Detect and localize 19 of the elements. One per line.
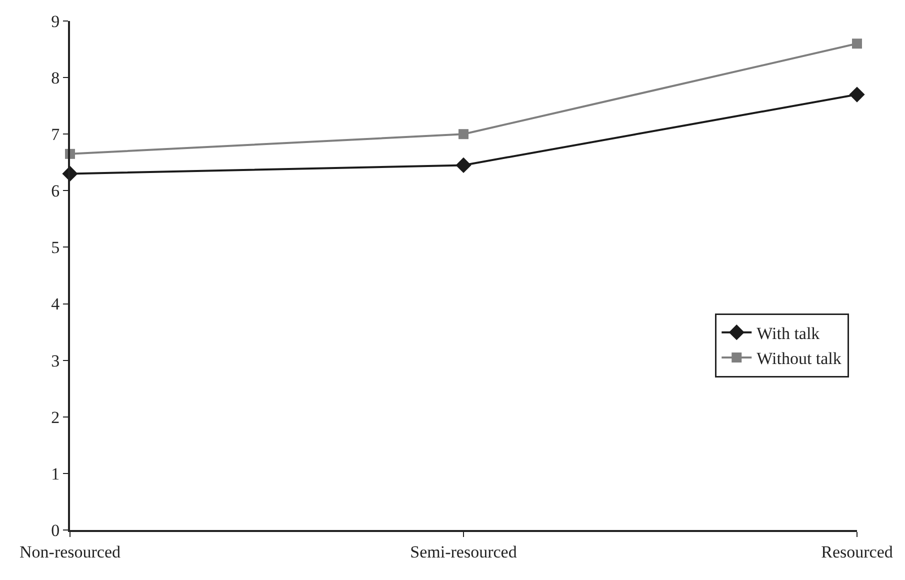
point	[456, 157, 472, 174]
y-tick-label: 9	[51, 12, 60, 31]
x-tick-label: Non-resourced	[19, 542, 122, 562]
x-tick-label: Resourced	[821, 542, 894, 562]
y-tick-label: 4	[51, 294, 60, 314]
y-tick-label: 3	[51, 351, 60, 370]
point	[849, 86, 865, 102]
y-tick-label: 1	[51, 464, 60, 484]
x-tick-label: Semi-resourced	[410, 542, 518, 562]
y-tick-label: 6	[51, 182, 60, 201]
y-tick-label: 7	[51, 125, 60, 144]
point	[852, 38, 862, 49]
y-tick-label: 0	[51, 520, 60, 540]
y-tick-label: 2	[51, 408, 60, 427]
point	[458, 129, 468, 140]
y-tick-label: 5	[51, 238, 60, 258]
legend-label: Without talk	[756, 349, 842, 368]
legend-label: With talk	[756, 324, 820, 343]
y-tick-label: 8	[51, 68, 60, 88]
